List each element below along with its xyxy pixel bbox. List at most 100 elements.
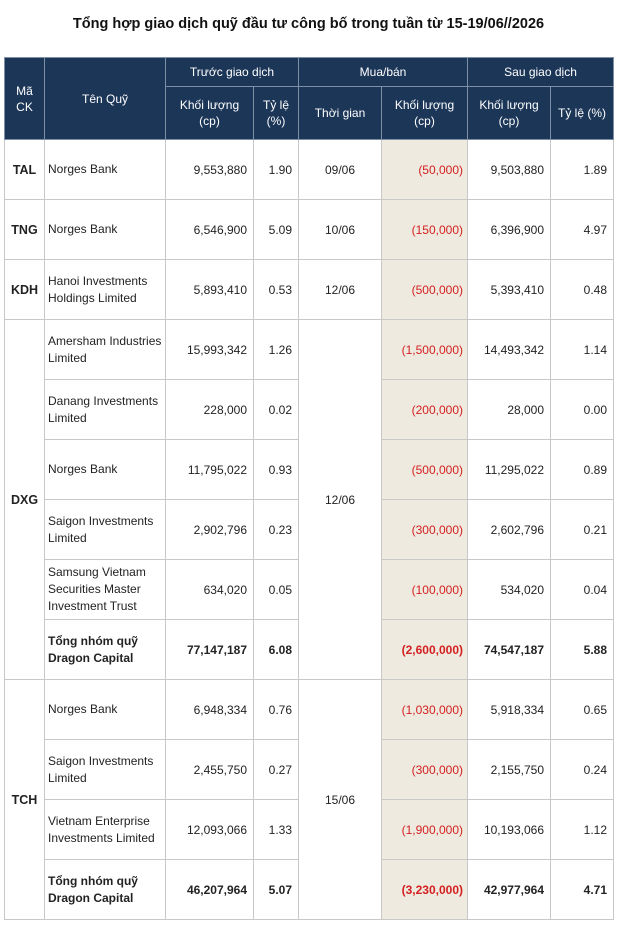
after-volume: 6,396,900 bbox=[467, 199, 552, 260]
stock-code: KDH bbox=[4, 259, 45, 320]
after-ratio: 4.97 bbox=[550, 199, 615, 260]
before-volume: 2,902,796 bbox=[165, 499, 254, 560]
before-ratio: 0.05 bbox=[253, 559, 299, 620]
before-volume: 46,207,964 bbox=[165, 859, 254, 920]
stock-code: TAL bbox=[4, 139, 45, 200]
before-ratio: 1.90 bbox=[253, 139, 299, 200]
after-ratio: 5.88 bbox=[550, 619, 615, 680]
trade-volume: (500,000) bbox=[380, 259, 469, 320]
fund-name: Norges Bank bbox=[44, 439, 166, 500]
fund-name: Danang Investments Limited bbox=[44, 379, 166, 440]
after-ratio: 1.12 bbox=[550, 799, 615, 860]
before-volume: 228,000 bbox=[165, 379, 254, 440]
before-ratio: 0.27 bbox=[253, 739, 299, 800]
trade-date: 10/06 bbox=[298, 199, 382, 260]
fund-name: Amersham Industries Limited bbox=[44, 319, 166, 380]
table-row: DXG Amersham Industries Limited 15,993,342… bbox=[4, 319, 615, 680]
trade-volume: (50,000) bbox=[380, 139, 469, 200]
header-trade-volume: Khối lượng (cp) bbox=[380, 86, 469, 140]
trade-date: 12/06 bbox=[298, 319, 382, 680]
after-ratio: 1.14 bbox=[550, 319, 615, 380]
before-ratio: 1.26 bbox=[253, 319, 299, 380]
fund-name: Samsung Vietnam Securities Master Invest… bbox=[44, 559, 166, 620]
before-volume: 11,795,022 bbox=[165, 439, 254, 500]
trade-volume: (300,000) bbox=[380, 499, 469, 560]
header-before: Trước giao dịch bbox=[165, 57, 299, 87]
trade-volume: (1,900,000) bbox=[380, 799, 469, 860]
fund-name: Norges Bank bbox=[44, 679, 166, 740]
trade-date: 12/06 bbox=[298, 259, 382, 320]
fund-name: Norges Bank bbox=[44, 139, 166, 200]
table-row: KDH Hanoi Investments Holdings Limited 5,8… bbox=[4, 259, 615, 320]
before-ratio: 1.33 bbox=[253, 799, 299, 860]
before-ratio: 0.93 bbox=[253, 439, 299, 500]
before-ratio: 5.07 bbox=[253, 859, 299, 920]
header-fund: Tên Quỹ bbox=[44, 57, 166, 140]
trade-volume: (1,030,000) bbox=[380, 679, 469, 740]
after-volume: 2,155,750 bbox=[467, 739, 552, 800]
after-ratio: 0.89 bbox=[550, 439, 615, 500]
trade-volume: (150,000) bbox=[380, 199, 469, 260]
trade-volume: (200,000) bbox=[380, 379, 469, 440]
before-ratio: 0.02 bbox=[253, 379, 299, 440]
table-row: Saigon Investments Limited 2,455,750 0.27 (… bbox=[5, 739, 615, 800]
header-before-volume: Khối lượng (cp) bbox=[165, 86, 254, 140]
before-volume: 77,147,187 bbox=[165, 619, 254, 680]
after-ratio: 0.48 bbox=[550, 259, 615, 320]
after-volume: 5,918,334 bbox=[467, 679, 552, 740]
before-volume: 15,993,342 bbox=[165, 319, 254, 380]
after-volume: 10,193,066 bbox=[467, 799, 552, 860]
trade-volume: (2,600,000) bbox=[380, 619, 469, 680]
before-ratio: 6.08 bbox=[253, 619, 299, 680]
before-ratio: 0.23 bbox=[253, 499, 299, 560]
header-code: Mã CK bbox=[4, 57, 45, 140]
before-ratio: 5.09 bbox=[253, 199, 299, 260]
stock-code: TCH bbox=[4, 679, 45, 920]
fund-transactions-table: Mã CK Tên Quỹ Trước giao dịch Mua/bán Sa… bbox=[4, 57, 615, 920]
table-body: TAL Norges Bank 9,553,880 1.90 09/06 (50,000)… bbox=[4, 139, 615, 920]
after-volume: 14,493,342 bbox=[467, 319, 552, 380]
stock-code: DXG bbox=[4, 319, 45, 680]
fund-name: Tổng nhóm quỹ Dragon Capital bbox=[44, 619, 166, 680]
after-ratio: 0.21 bbox=[550, 499, 615, 560]
fund-name: Norges Bank bbox=[44, 199, 166, 260]
before-volume: 12,093,066 bbox=[165, 799, 254, 860]
before-ratio: 0.76 bbox=[253, 679, 299, 740]
fund-name: Saigon Investments Limited bbox=[44, 739, 166, 800]
fund-name: Saigon Investments Limited bbox=[44, 499, 166, 560]
trade-volume: (300,000) bbox=[380, 739, 469, 800]
table-row: TAL Norges Bank 9,553,880 1.90 09/06 (50,000)… bbox=[4, 139, 615, 200]
after-ratio: 0.24 bbox=[550, 739, 615, 800]
header-time: Thời gian bbox=[298, 86, 382, 140]
trade-volume: (500,000) bbox=[380, 439, 469, 500]
table-row: TNG Norges Bank 6,546,900 5.09 10/06 (150,000… bbox=[4, 199, 615, 260]
after-volume: 42,977,964 bbox=[467, 859, 552, 920]
before-volume: 6,948,334 bbox=[165, 679, 254, 740]
after-ratio: 0.00 bbox=[550, 379, 615, 440]
trade-volume: (100,000) bbox=[380, 559, 469, 620]
after-volume: 11,295,022 bbox=[467, 439, 552, 500]
after-ratio: 4.71 bbox=[550, 859, 615, 920]
stock-code: TNG bbox=[4, 199, 45, 260]
before-ratio: 0.53 bbox=[253, 259, 299, 320]
trade-volume: (3,230,000) bbox=[380, 859, 469, 920]
after-ratio: 0.65 bbox=[550, 679, 615, 740]
after-volume: 2,602,796 bbox=[467, 499, 552, 560]
table-row: Vietnam Enterprise Investments Limited 12… bbox=[5, 799, 615, 860]
after-volume: 534,020 bbox=[467, 559, 552, 620]
after-ratio: 0.04 bbox=[550, 559, 615, 620]
trade-date: 09/06 bbox=[298, 139, 382, 200]
table-row: Tổng nhóm quỹ Dragon Capital 77,147,187 6.… bbox=[5, 619, 615, 680]
before-volume: 634,020 bbox=[165, 559, 254, 620]
header-after-volume: Khối lượng (cp) bbox=[467, 86, 552, 140]
before-volume: 9,553,880 bbox=[165, 139, 254, 200]
after-volume: 74,547,187 bbox=[467, 619, 552, 680]
trade-date: 15/06 bbox=[298, 679, 382, 920]
header-trade: Mua/bán bbox=[297, 57, 469, 87]
fund-name: Vietnam Enterprise Investments Limited bbox=[44, 799, 166, 860]
trade-volume: (1,500,000) bbox=[380, 319, 469, 380]
page-title: Tổng hợp giao dịch quỹ đầu tư công bố tr… bbox=[72, 16, 545, 32]
table-row: Danang Investments Limited 228,000 0.02 (20… bbox=[5, 379, 615, 440]
header-before-ratio: Tỷ lệ (%) bbox=[253, 86, 299, 140]
after-volume: 28,000 bbox=[467, 379, 552, 440]
